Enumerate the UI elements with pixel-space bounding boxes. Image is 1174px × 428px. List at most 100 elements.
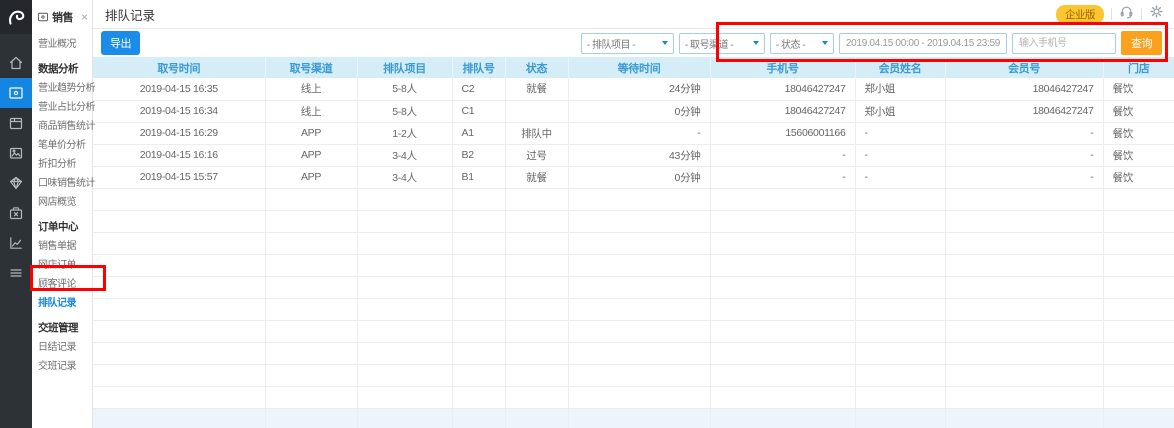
cell-take-time (93, 210, 266, 233)
cell-store (1103, 342, 1174, 365)
support-headset-icon[interactable] (1119, 4, 1134, 24)
sidebar-item-trend-analysis[interactable]: 营业趋势分析 (38, 83, 96, 94)
cell-member-name: 郑小姐 (855, 78, 946, 101)
cell-member-name (855, 386, 946, 409)
status-select-value: - 状态 - (775, 39, 806, 51)
table-row (93, 232, 1174, 255)
cell-member-name: - (855, 166, 946, 189)
cell-store (1103, 276, 1174, 299)
home-icon[interactable] (0, 48, 32, 78)
toolbar: 导出 - 排队项目 - - 取号渠道 - - 状态 - 2019.04.15 0… (93, 29, 1174, 57)
cell-take-time: 2019-04-15 16:29 (93, 122, 266, 145)
cell-status (505, 320, 569, 343)
cell-take-time (93, 254, 266, 277)
sidebar-item-flavor-sales-stats[interactable]: 口味销售统计 (38, 178, 96, 189)
sidebar-item-daily-settlement-records[interactable]: 日结记录 (38, 342, 77, 353)
cell-store (1103, 210, 1174, 233)
module-title: 销售 (52, 12, 74, 24)
cell-member-no: 18046427247 (945, 78, 1104, 101)
cell-status: 就餐 (505, 78, 569, 101)
cell-take-time: 2019-04-15 16:34 (93, 100, 266, 123)
cell-queue-number (452, 364, 506, 387)
menu-lines-icon[interactable] (0, 258, 32, 288)
cell-take-channel (265, 364, 358, 387)
cell-member-name (855, 210, 946, 233)
table-row (93, 254, 1174, 277)
cell-wait-time (568, 386, 711, 409)
sidebar-item-proportion-analysis[interactable]: 营业占比分析 (38, 102, 96, 113)
cell-member-no: 18046427247 (945, 100, 1104, 123)
cell-member-no (945, 364, 1104, 387)
cell-queue-project: 5-8人 (357, 78, 453, 101)
main-content: 排队记录 企业版 导出 - 排队项目 - (93, 0, 1174, 428)
close-icon[interactable]: × (80, 10, 88, 24)
cell-take-time (93, 298, 266, 321)
cell-take-time (93, 276, 266, 299)
settings-gear-icon[interactable] (1149, 4, 1164, 24)
cell-phone (710, 210, 856, 233)
query-button[interactable]: 查询 (1121, 31, 1162, 55)
sidebar-item-product-sales-stats[interactable]: 商品销售统计 (38, 121, 96, 132)
cell-queue-project (357, 364, 453, 387)
cell-phone: - (710, 144, 856, 167)
export-button[interactable]: 导出 (101, 31, 140, 55)
sidebar-item-online-store-orders[interactable]: 网店订单 (38, 260, 77, 271)
status-select[interactable]: - 状态 - (769, 32, 834, 54)
cell-take-time (93, 188, 266, 211)
cell-status: 就餐 (505, 166, 569, 189)
stats-chart-icon[interactable] (0, 228, 32, 258)
gallery-card-icon[interactable] (0, 138, 32, 168)
cell-phone: 18046427247 (710, 78, 856, 101)
cell-member-name (855, 364, 946, 387)
cell-take-channel: APP (265, 144, 358, 167)
goods-box-icon[interactable] (0, 108, 32, 138)
table-row: 2019-04-15 16:34 线上 5-8人 C1 0分钟 18046427247 郑小… (93, 100, 1174, 123)
cell-member-no (945, 386, 1104, 409)
sidebar-item-queue-records[interactable]: 排队记录 (38, 298, 77, 309)
cell-member-no (945, 408, 1104, 428)
cell-queue-project (357, 342, 453, 365)
cell-queue-number: C2 (452, 78, 506, 101)
sidebar-item-sales-documents[interactable]: 销售单据 (38, 241, 77, 252)
cell-member-name (855, 342, 946, 365)
module-sidebar: 销售 × 营业概况 数据分析 营业趋势分析 营业占比分析 商品销售统计 笔单价分析 折扣分析… (32, 0, 96, 428)
cell-phone: 18046427247 (710, 100, 856, 123)
cell-take-channel (265, 386, 358, 409)
sidebar-item-per-order-price-analysis[interactable]: 笔单价分析 (38, 140, 86, 151)
cell-queue-number (452, 320, 506, 343)
queue-project-select[interactable]: - 排队项目 - (580, 32, 674, 54)
sidebar-item-online-store-overview[interactable]: 网店概览 (38, 197, 77, 208)
date-range-input[interactable]: 2019.04.15 00:00 - 2019.04.15 23:59 (838, 32, 1007, 54)
cell-member-no: - (945, 122, 1104, 145)
cell-status (505, 210, 569, 233)
sales-monitor-icon (38, 12, 48, 22)
cashbox-icon[interactable] (0, 198, 32, 228)
cell-take-time (93, 342, 266, 365)
cell-member-name (855, 298, 946, 321)
cell-member-name: - (855, 144, 946, 167)
member-diamond-icon[interactable] (0, 168, 32, 198)
cell-wait-time (568, 364, 711, 387)
column-header-store: 门店 (1103, 57, 1174, 78)
cell-take-channel: APP (265, 166, 358, 189)
table-row (93, 210, 1174, 233)
cell-store: 餐饮 (1103, 166, 1174, 189)
cell-status: 排队中 (505, 122, 569, 145)
sales-module-icon[interactable] (0, 78, 32, 108)
cell-take-channel (265, 188, 358, 211)
cell-status (505, 188, 569, 211)
cell-status (505, 254, 569, 277)
cell-member-name (855, 188, 946, 211)
column-header-wait-time: 等待时间 (568, 57, 711, 78)
cell-member-name (855, 232, 946, 255)
channel-select[interactable]: - 取号渠道 - (678, 32, 765, 54)
phone-input[interactable] (1012, 32, 1116, 54)
sidebar-item-business-overview[interactable]: 营业概况 (38, 39, 77, 50)
sidebar-item-customer-reviews[interactable]: 顾客评论 (38, 279, 77, 290)
sidebar-item-discount-analysis[interactable]: 折扣分析 (38, 159, 77, 170)
sidebar-item-shift-records[interactable]: 交班记录 (38, 361, 77, 372)
brand-logo-icon (0, 0, 32, 34)
cell-take-channel (265, 254, 358, 277)
cell-status (505, 386, 569, 409)
cell-member-no (945, 188, 1104, 211)
